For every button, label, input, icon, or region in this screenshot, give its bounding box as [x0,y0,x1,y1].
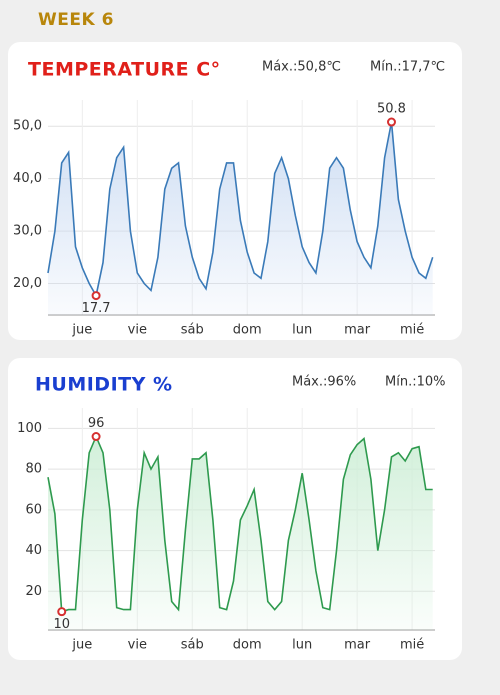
extreme-marker [91,291,101,301]
page-title: WEEK 6 [38,10,114,30]
min-label: Mín.:17,7℃ [370,60,445,75]
x-tick-label: vie [128,323,147,338]
y-tick-label: 60 [25,502,42,517]
x-tick-label: dom [233,323,262,338]
extreme-marker [57,607,67,617]
max-label: Máx.:96% [292,375,356,390]
x-tick-label: jue [71,638,92,653]
chart-title: TEMPERATURE C° [28,59,221,81]
y-tick-label: 30,0 [13,224,42,239]
y-tick-label: 50,0 [13,119,42,134]
x-tick-label: dom [233,638,262,653]
x-tick-label: jue [71,323,92,338]
x-tick-label: mié [400,323,424,338]
x-tick-label: sáb [181,638,204,653]
min-label: Mín.:10% [385,375,445,390]
extreme-label: 96 [88,416,105,431]
x-tick-label: mar [344,323,371,338]
line [47,121,434,298]
y-tick-label: 80 [25,462,42,477]
x-tick-label: lun [292,323,312,338]
y-tick-label: 40,0 [13,171,42,186]
x-tick-label: mié [400,638,424,653]
area-fill [48,436,433,630]
extreme-marker [91,432,101,442]
extreme-label: 50.8 [377,102,406,117]
max-label: Máx.:50,8℃ [262,60,341,75]
x-tick-label: sáb [181,323,204,338]
x-tick-label: vie [128,638,147,653]
x-tick-label: lun [292,638,312,653]
line [47,434,433,613]
area-fill [48,122,433,315]
y-tick-label: 20 [25,584,42,599]
y-tick-label: 20,0 [13,276,42,291]
y-tick-label: 40 [25,543,42,558]
extreme-label: 17.7 [82,301,111,316]
extreme-label: 10 [53,617,70,632]
x-tick-label: mar [344,638,371,653]
chart-title: HUMIDITY % [35,374,173,396]
extreme-marker [386,117,396,127]
y-tick-label: 100 [17,421,42,436]
